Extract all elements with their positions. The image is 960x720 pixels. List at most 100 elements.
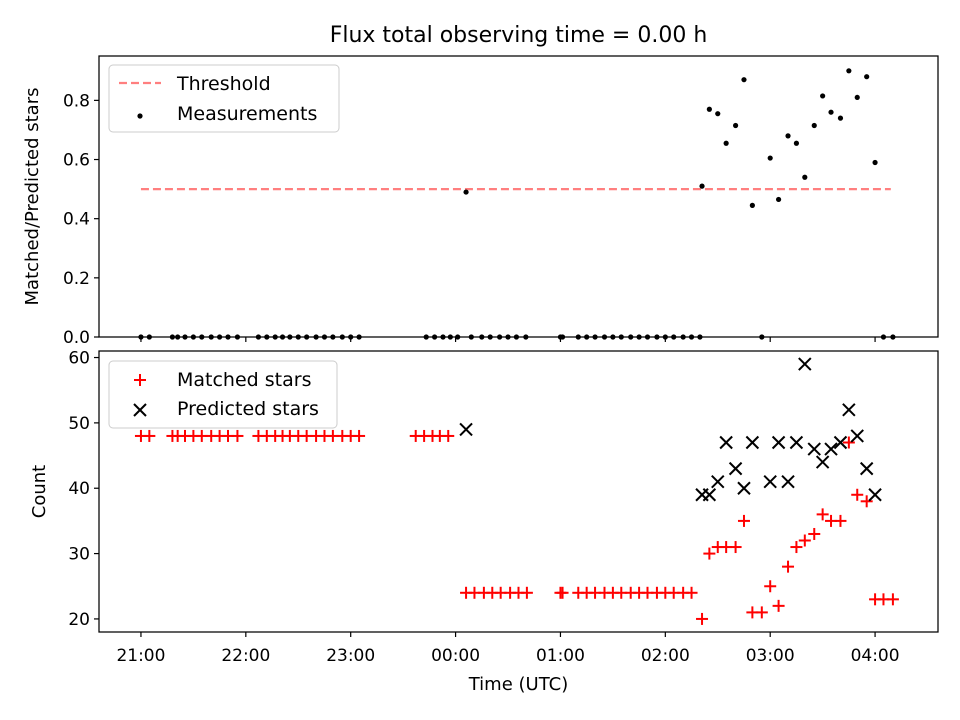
count-legend-frame [108, 360, 338, 429]
matched-legend-swatch [134, 374, 146, 386]
count-plot-frame [98, 350, 939, 633]
ratio-y-tick-label: 0.2 [63, 269, 90, 289]
count-y-tick-label: 60 [68, 349, 90, 369]
measurement-point [715, 111, 721, 117]
ratio-y-tick-label: 0.6 [63, 151, 90, 171]
ratio-plot-frame [98, 55, 939, 338]
time-x-tick-label: 03:00 [746, 646, 795, 666]
predicted-star-point [711, 474, 725, 489]
measurements-legend-swatch [137, 113, 143, 119]
predicted-stars-points [459, 357, 882, 502]
count-y-tick-label: 30 [68, 545, 90, 565]
measurement-point [785, 133, 791, 139]
matched-star-point [353, 429, 366, 442]
predicted-star-point [807, 442, 821, 456]
matched-star-point [685, 586, 698, 599]
matched-star-point [755, 606, 768, 619]
measurement-point [802, 174, 808, 180]
matched-star-point [798, 534, 811, 547]
predicted-star-point [789, 435, 804, 450]
measurement-point [741, 77, 747, 83]
time-x-tick-label: 04:00 [851, 646, 900, 666]
predicted-star-point [702, 488, 717, 502]
predicted-legend-swatch [133, 403, 147, 417]
predicted-star-point [833, 435, 848, 450]
matched-star-point [834, 514, 847, 527]
predicted-star-point [798, 357, 812, 371]
time-x-axis: 21:00 22:00 23:00 00:00 01:00 02:00 03:00 04:00 [116, 632, 900, 666]
matched-stars-points [134, 429, 899, 625]
predicted-star-point [868, 488, 882, 502]
count-y-label: Count [29, 465, 50, 518]
ratio-y-tick-label: 0.4 [63, 210, 90, 230]
measurement-point [864, 74, 870, 80]
matched-star-point [442, 429, 455, 442]
predicted-star-point [781, 474, 795, 489]
count-y-tick-label: 50 [68, 414, 90, 434]
time-x-tick-label: 22:00 [221, 646, 270, 666]
time-x-label: Time (UTC) [468, 674, 569, 695]
count-y-tick-label: 20 [68, 610, 90, 630]
matched-star-point [737, 514, 750, 527]
matched-star-point [816, 508, 829, 521]
measurement-point [872, 159, 878, 166]
matched-star-point [782, 560, 795, 573]
predicted-star-point [763, 474, 777, 489]
measurement-point [767, 155, 773, 161]
ratio-y-label: Matched/Predicted stars [22, 88, 43, 306]
measurement-point [820, 93, 826, 99]
matched-star-point [886, 593, 899, 606]
measurement-point [463, 189, 469, 195]
count-y-axis: 20 30 40 50 60 [68, 349, 99, 630]
matched-star-point [143, 429, 156, 442]
matched-star-point [808, 527, 821, 540]
time-x-tick-label: 02:00 [641, 646, 690, 666]
measurement-point [732, 122, 739, 129]
predicted-star-point [719, 435, 733, 450]
predicted-star-point [859, 461, 874, 476]
ratio-legend: Threshold Measurements [108, 64, 340, 133]
matched-star-point [696, 612, 709, 625]
ratio-y-axis: 0.0 0.2 0.4 0.6 0.8 [63, 91, 99, 348]
count-y-tick-label: 40 [68, 479, 90, 499]
measurement-point [775, 196, 782, 203]
predicted-star-point [737, 481, 751, 495]
matched-star-point [703, 547, 716, 560]
predicted-star-point [850, 429, 864, 443]
threshold-legend-label: Threshold [176, 73, 271, 95]
measurement-point [706, 106, 712, 112]
matched-star-point [842, 436, 855, 449]
matched-star-point [556, 586, 569, 599]
measurement-point [793, 140, 800, 146]
matched-star-point [790, 541, 803, 554]
measurement-point [854, 94, 860, 101]
predicted-star-point [459, 422, 473, 437]
count-legend: Matched stars Predicted stars [108, 360, 338, 429]
predicted-star-point [771, 435, 786, 450]
count-subplot: 20 30 40 50 60 21:00 22:00 23:00 00:00 01:00 02:0… [29, 349, 939, 695]
ratio-legend-frame [108, 64, 340, 133]
measurement-point [749, 202, 755, 208]
ratio-y-tick-label: 0.8 [63, 91, 90, 111]
ratio-subplot: 0.00.20.40.60.8 Matched/Predicted stars … [22, 55, 939, 348]
ratio-x-ticks [140, 337, 876, 342]
time-x-tick-label: 00:00 [431, 646, 480, 666]
time-x-tick-label: 23:00 [326, 646, 375, 666]
time-x-tick-label: 21:00 [116, 646, 165, 666]
measurements-legend-label: Measurements [177, 103, 317, 125]
predicted-legend-label: Predicted stars [177, 398, 319, 420]
predicted-star-point [842, 403, 856, 417]
matched-star-point [729, 541, 742, 554]
matched-star-point [851, 488, 864, 501]
predicted-star-point [824, 442, 838, 456]
matched-legend-label: Matched stars [177, 369, 311, 391]
predicted-star-point [728, 461, 743, 476]
measurement-point [811, 122, 817, 129]
measurement-point [837, 115, 844, 121]
predicted-star-point [745, 435, 760, 450]
matched-star-point [860, 495, 873, 508]
measurement-point [846, 68, 852, 74]
measurement-point [828, 109, 834, 115]
matched-star-point [520, 586, 533, 599]
matched-star-point [231, 429, 244, 442]
